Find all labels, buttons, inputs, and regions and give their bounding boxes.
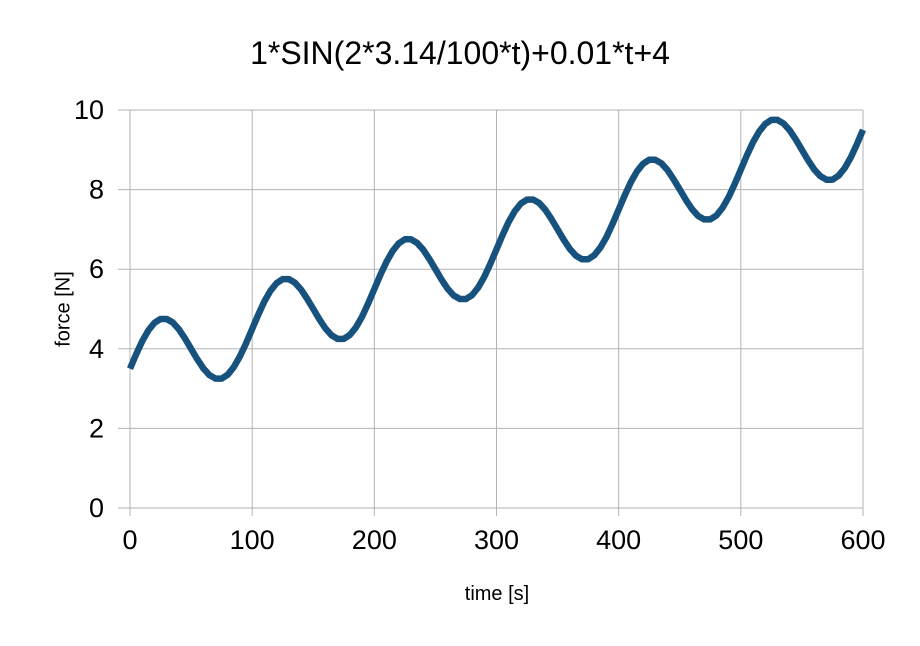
x-tick-label: 400 (596, 525, 641, 555)
y-tick-label: 0 (89, 493, 104, 523)
x-tick-label: 300 (474, 525, 519, 555)
x-axis-title: time [s] (464, 583, 530, 605)
y-tick-label: 4 (89, 334, 104, 364)
x-tick-label: 100 (230, 525, 275, 555)
y-tick-label: 10 (74, 95, 104, 125)
x-tick-label: 0 (122, 525, 137, 555)
y-tick-label: 2 (89, 413, 104, 443)
x-tick-label: 200 (352, 525, 397, 555)
y-tick-label: 8 (89, 175, 104, 205)
y-tick-label: 6 (89, 254, 104, 284)
x-tick-label: 500 (718, 525, 763, 555)
x-tick-label: 600 (840, 525, 885, 555)
series-line (127, 116, 866, 382)
chart-title: 1*SIN(2*3.14/100*t)+0.01*t+4 (250, 35, 670, 71)
